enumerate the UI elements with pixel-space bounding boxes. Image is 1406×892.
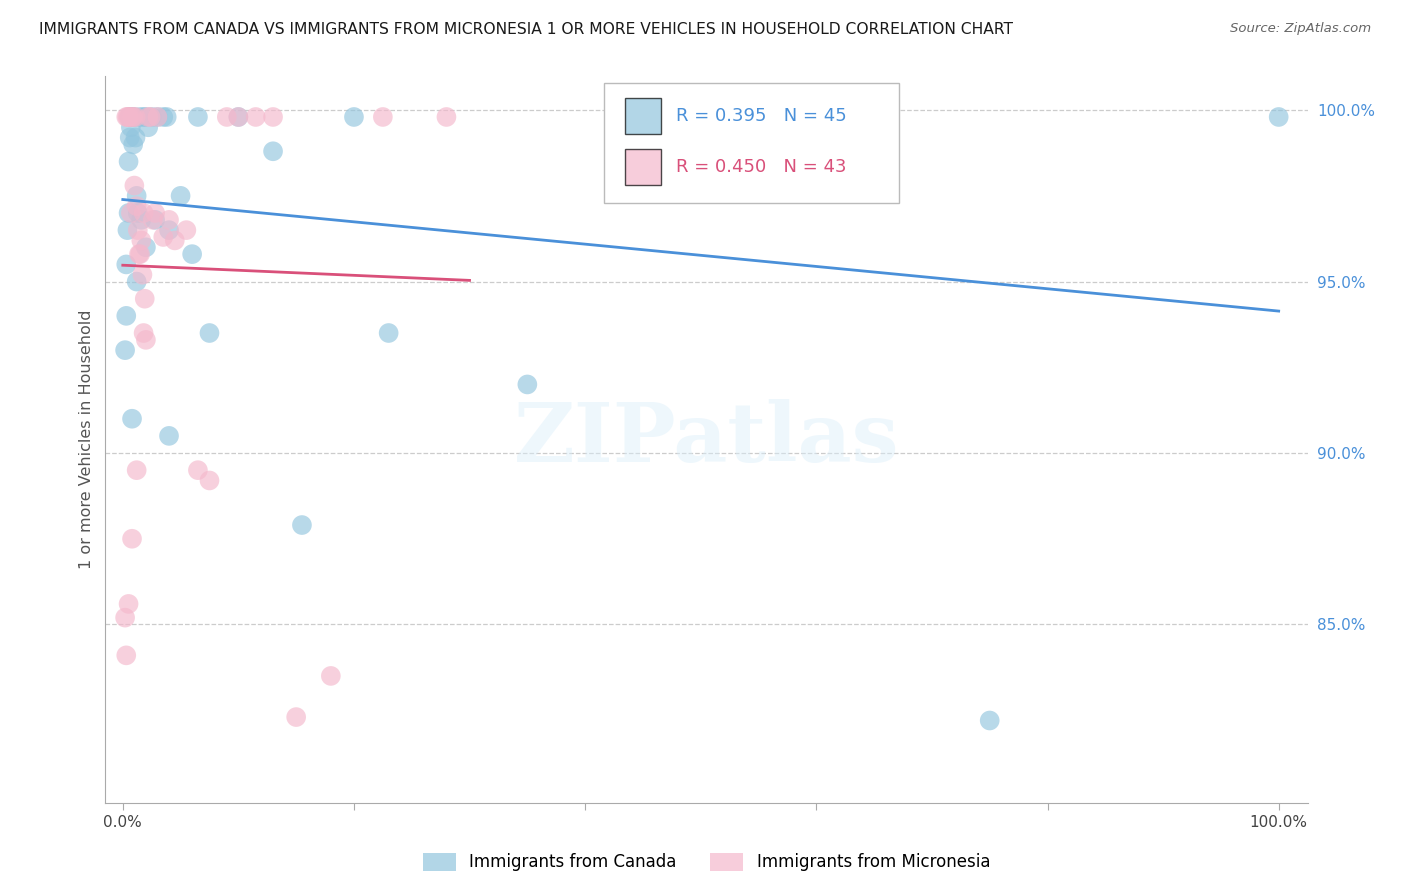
Point: [131, 268, 153, 282]
Point: [129, 247, 152, 261]
Point: [132, 110, 155, 124]
Point: [122, 110, 145, 124]
Point: [371, 110, 394, 124]
Point: [127, 206, 149, 220]
Point: [181, 247, 204, 261]
Point: [115, 257, 138, 271]
Point: [125, 189, 148, 203]
Text: IMMIGRANTS FROM CANADA VS IMMIGRANTS FROM MICRONESIA 1 OR MORE VEHICLES IN HOUSE: IMMIGRANTS FROM CANADA VS IMMIGRANTS FRO…: [39, 22, 1014, 37]
Point: [146, 110, 169, 124]
Point: [128, 247, 150, 261]
Point: [157, 429, 180, 443]
Point: [121, 110, 143, 124]
Point: [129, 110, 152, 124]
FancyBboxPatch shape: [624, 149, 661, 185]
Point: [115, 648, 138, 663]
Point: [198, 326, 221, 340]
Point: [187, 110, 209, 124]
Point: [163, 234, 186, 248]
Point: [198, 474, 221, 488]
Point: [115, 110, 138, 124]
Point: [285, 710, 308, 724]
Point: [1267, 110, 1289, 124]
Point: [343, 110, 366, 124]
Point: [187, 463, 209, 477]
Point: [142, 212, 165, 227]
Legend: Immigrants from Canada, Immigrants from Micronesia: Immigrants from Canada, Immigrants from …: [416, 847, 997, 878]
Point: [117, 154, 139, 169]
Text: R = 0.395   N = 45: R = 0.395 N = 45: [676, 107, 848, 125]
Y-axis label: 1 or more Vehicles in Household: 1 or more Vehicles in Household: [79, 310, 94, 569]
Point: [152, 230, 174, 244]
Point: [143, 212, 166, 227]
Point: [609, 110, 631, 124]
Point: [118, 110, 141, 124]
FancyBboxPatch shape: [605, 83, 898, 203]
Point: [146, 110, 169, 124]
Point: [114, 610, 136, 624]
Point: [124, 178, 146, 193]
Point: [157, 212, 180, 227]
Point: [828, 110, 851, 124]
Point: [516, 377, 538, 392]
Point: [319, 669, 342, 683]
Point: [118, 110, 141, 124]
Point: [124, 130, 146, 145]
Point: [436, 110, 458, 124]
Point: [115, 309, 138, 323]
Point: [176, 223, 198, 237]
Point: [135, 333, 157, 347]
Point: [152, 110, 174, 124]
Point: [141, 110, 163, 124]
Text: ZIPatlas: ZIPatlas: [513, 400, 900, 479]
Point: [228, 110, 250, 124]
Point: [689, 110, 711, 124]
Point: [169, 189, 191, 203]
Point: [135, 240, 157, 254]
Point: [117, 110, 139, 124]
Point: [215, 110, 238, 124]
Point: [120, 120, 142, 135]
Point: [125, 199, 148, 213]
Text: R = 0.450   N = 43: R = 0.450 N = 43: [676, 158, 846, 176]
Point: [129, 234, 152, 248]
Point: [125, 275, 148, 289]
Point: [117, 223, 139, 237]
Point: [132, 206, 155, 220]
Point: [127, 223, 149, 237]
Point: [136, 110, 159, 124]
Point: [132, 326, 155, 340]
Point: [245, 110, 267, 124]
Point: [139, 110, 162, 124]
Point: [143, 206, 166, 220]
Point: [156, 110, 179, 124]
Point: [124, 110, 146, 124]
Point: [262, 110, 284, 124]
Point: [157, 223, 180, 237]
Point: [122, 137, 145, 152]
Point: [377, 326, 399, 340]
Point: [124, 110, 146, 124]
Point: [979, 714, 1001, 728]
Text: Source: ZipAtlas.com: Source: ZipAtlas.com: [1230, 22, 1371, 36]
Point: [125, 463, 148, 477]
Point: [135, 110, 157, 124]
Point: [117, 206, 139, 220]
Point: [121, 411, 143, 425]
Point: [117, 597, 139, 611]
Point: [114, 343, 136, 358]
FancyBboxPatch shape: [624, 97, 661, 134]
Point: [121, 110, 143, 124]
Point: [117, 110, 139, 124]
Point: [291, 518, 314, 533]
Point: [136, 120, 159, 135]
Point: [129, 212, 152, 227]
Point: [134, 292, 156, 306]
Point: [118, 130, 141, 145]
Point: [228, 110, 250, 124]
Point: [262, 145, 284, 159]
Point: [120, 206, 142, 220]
Point: [121, 532, 143, 546]
